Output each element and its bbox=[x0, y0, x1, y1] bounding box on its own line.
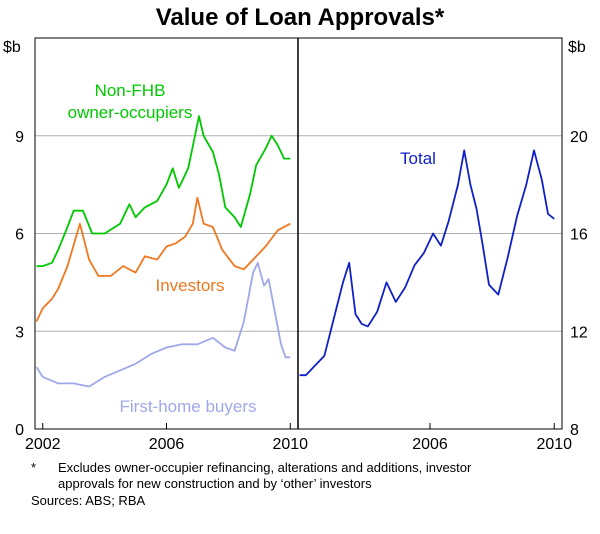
x-tick-label-right-1: 2010 bbox=[536, 436, 572, 453]
series-line-investors bbox=[35, 196, 291, 322]
series-label-non-fhb-owner-occupiers-0: Non-FHB bbox=[95, 81, 166, 100]
right-y-unit: $b bbox=[568, 39, 586, 56]
x-tick-label-left-2: 2010 bbox=[272, 436, 308, 453]
series-labels: Non-FHB owner-occupiers Investors First-hom… bbox=[68, 81, 436, 416]
right-y-tick-label-1: 12 bbox=[570, 324, 588, 341]
footnote-line-1: Excludes owner-occupier refinancing, alt… bbox=[58, 460, 472, 475]
left-y-tick-label-2: 6 bbox=[15, 227, 24, 244]
x-tick-label-left-1: 2006 bbox=[149, 436, 185, 453]
right-y-tick-label-2: 16 bbox=[570, 227, 588, 244]
series-line-non-fhb-owner-occupiers bbox=[36, 115, 291, 267]
x-tick-label-left-0: 2002 bbox=[25, 436, 61, 453]
series-label-first-home-buyers-0: First-home buyers bbox=[120, 397, 257, 416]
axis-ticks: 0 3 6 9 8 12 16 20 2002 2006 2010 2006 2010 bbox=[15, 129, 588, 453]
left-y-tick-label-3: 9 bbox=[15, 129, 24, 146]
sources-note: Sources: ABS; RBA bbox=[31, 493, 145, 508]
footnote-marker: * bbox=[31, 460, 36, 475]
footnote-line-2: approvals for new construction and by ‘o… bbox=[58, 476, 372, 491]
x-tick-label-right-0: 2006 bbox=[412, 436, 448, 453]
series-line-first-home-buyers bbox=[35, 261, 291, 388]
right-y-tick-label-3: 20 bbox=[570, 129, 588, 146]
left-y-tick-label-1: 3 bbox=[15, 324, 24, 341]
series-line-total bbox=[299, 149, 555, 377]
right-y-tick-label-0: 8 bbox=[570, 422, 579, 439]
left-y-unit: $b bbox=[3, 39, 21, 56]
left-y-tick-label-0: 0 bbox=[15, 422, 24, 439]
series-lines bbox=[35, 115, 555, 388]
series-label-total-0: Total bbox=[400, 149, 436, 168]
series-label-non-fhb-owner-occupiers-1: owner-occupiers bbox=[68, 103, 193, 122]
chart-title: Value of Loan Approvals* bbox=[156, 4, 445, 31]
series-label-investors-0: Investors bbox=[156, 276, 225, 295]
